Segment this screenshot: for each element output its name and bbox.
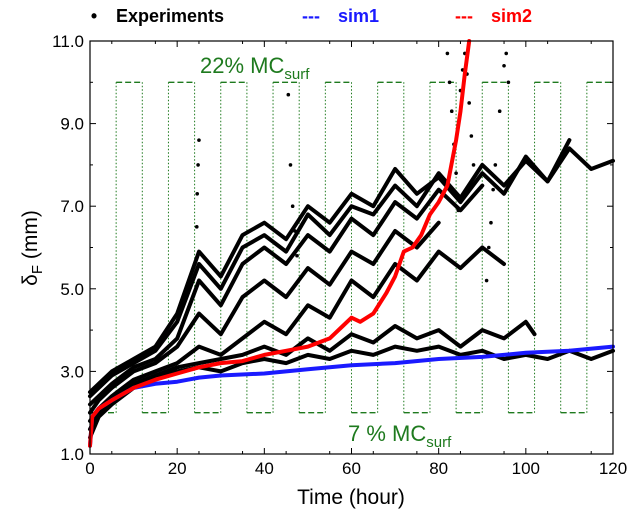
experiment-point xyxy=(506,80,511,85)
legend: • Experiments --- sim1 --- sim2 xyxy=(91,6,532,26)
experiment-curve xyxy=(88,183,485,407)
y-axis-title-main: δ xyxy=(19,274,42,286)
legend-marker-sim2: --- xyxy=(455,6,473,26)
experiment-point xyxy=(196,163,200,167)
simulation-series xyxy=(88,39,615,448)
annotation-high-main: 22% MC xyxy=(200,53,284,78)
experiment-point xyxy=(449,109,454,114)
experiment-point xyxy=(504,51,509,56)
experiment-curve xyxy=(88,138,572,395)
experiment-point xyxy=(286,92,291,97)
experiment-outliers xyxy=(194,51,511,283)
x-tick-label: 40 xyxy=(255,459,274,478)
experiment-series xyxy=(88,138,615,440)
legend-label-experiments: Experiments xyxy=(116,6,224,26)
legend-label-sim2: sim2 xyxy=(491,6,532,26)
experiment-point xyxy=(293,229,297,233)
experiment-curve xyxy=(88,245,506,423)
experiment-point xyxy=(486,245,491,250)
y-tick-label: 3.0 xyxy=(60,362,84,381)
x-tick-label: 20 xyxy=(168,459,187,478)
experiment-point xyxy=(290,204,295,208)
experiment-point xyxy=(502,63,506,68)
experiment-point xyxy=(493,163,498,167)
axis-ticks: 0 20 40 60 80 100 120 1.0 3.0 5.0 7.0 9.0 11.0 xyxy=(52,32,627,478)
y-tick-label: 9.0 xyxy=(60,115,84,134)
annotation-low-moisture: 7 % MCsurf xyxy=(348,421,452,451)
experiment-point xyxy=(484,278,489,283)
x-tick-label: 100 xyxy=(512,459,540,478)
y-tick-label: 1.0 xyxy=(60,445,84,464)
experiment-point xyxy=(197,138,201,142)
experiment-point xyxy=(288,163,293,167)
annotation-high-moisture: 22% MCsurf xyxy=(200,53,310,83)
x-tick-label: 0 xyxy=(85,459,94,478)
experiment-point xyxy=(471,163,476,167)
experiment-point xyxy=(194,225,199,229)
y-tick-label: 5.0 xyxy=(60,280,84,299)
annotation-low-main: 7 % MC xyxy=(348,421,426,446)
experiment-point xyxy=(445,51,450,56)
y-tick-label: 11.0 xyxy=(52,32,84,51)
legend-label-sim1: sim1 xyxy=(338,6,379,26)
experiment-point xyxy=(467,101,471,105)
experiment-point xyxy=(456,208,461,213)
experiment-point xyxy=(454,171,458,175)
annotation-low-sub: surf xyxy=(426,434,452,451)
legend-marker-experiments: • xyxy=(91,6,97,26)
experiment-point xyxy=(497,109,502,114)
experiment-point xyxy=(447,80,452,85)
legend-marker-sim1: --- xyxy=(302,6,320,26)
annotation-high-sub: surf xyxy=(284,66,310,83)
x-tick-label: 120 xyxy=(599,459,627,478)
x-axis-title: Time (hour) xyxy=(297,486,405,509)
y-axis-title: δF (mm) xyxy=(19,210,46,286)
experiment-point xyxy=(489,220,493,225)
experiment-point xyxy=(195,192,200,196)
x-tick-label: 80 xyxy=(429,459,448,478)
x-tick-label: 60 xyxy=(342,459,361,478)
y-tick-label: 7.0 xyxy=(60,197,84,216)
y-axis-title-sub: F xyxy=(29,265,46,274)
moisture-cycle-lines xyxy=(90,81,613,414)
experiment-point xyxy=(295,253,299,258)
experiment-point xyxy=(469,134,474,138)
experiment-point xyxy=(491,187,495,192)
experiment-curve xyxy=(88,319,537,432)
sim2-line xyxy=(88,39,472,448)
y-axis-title-unit: (mm) xyxy=(19,210,42,265)
experiment-curve xyxy=(88,220,441,415)
